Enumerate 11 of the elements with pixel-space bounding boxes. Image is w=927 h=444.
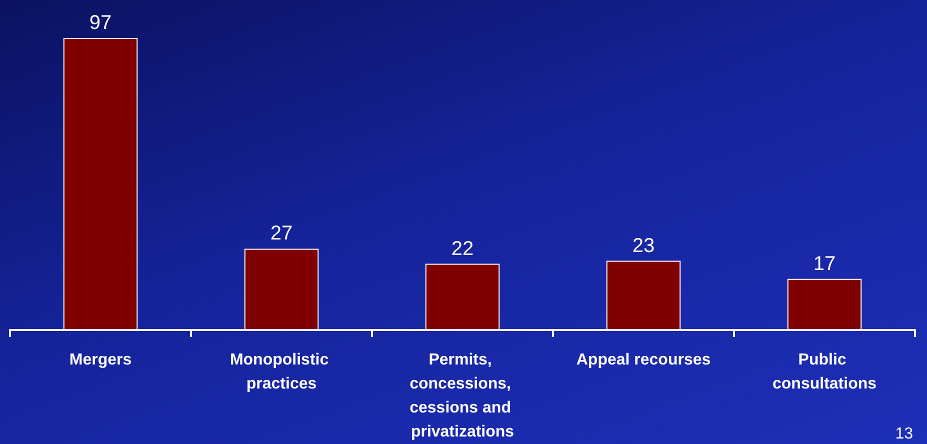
data-label: 97 (89, 12, 112, 34)
x-tick-label: Permits, concessions, cessions and privatizations (410, 352, 516, 440)
data-label: 17 (813, 252, 836, 275)
data-label: 27 (270, 222, 293, 245)
x-tick-label: Appeal recourses (576, 352, 711, 368)
x-tick-label: Monopolistic practices (230, 352, 334, 392)
x-tick-label: Mergers (69, 352, 132, 368)
text: 13 (895, 426, 914, 442)
data-label: 23 (632, 234, 655, 257)
x-tick-label: Public consultations (772, 352, 877, 392)
data-label: 22 (451, 238, 474, 260)
